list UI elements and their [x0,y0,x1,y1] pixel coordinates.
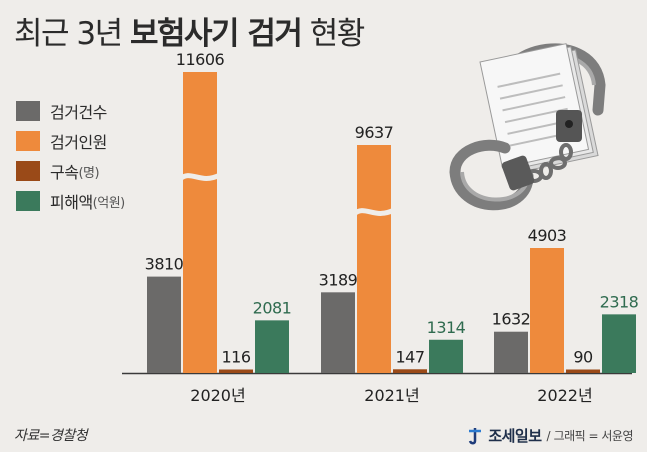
legend-swatch [16,101,40,121]
data-label: 11606 [176,50,225,69]
legend-unit: (명) [78,165,100,181]
data-label: 3189 [319,270,358,289]
bar-검거건수-2021년 [321,292,355,373]
data-label: 90 [573,348,593,367]
legend-item-arrests: 구속 (명) [16,160,125,182]
legend-label: 피해액 [50,193,93,212]
legend-swatch [16,131,40,151]
bar-구속(명)-2022년 [566,369,600,373]
bar-검거인원-2022년 [530,248,564,373]
data-label: 147 [395,347,424,366]
x-tick-label: 2022년 [537,386,592,405]
axis-break-mark [178,172,222,182]
title-bold: 보험사기 검거 [130,16,303,52]
title-prefix: 최근 3년 [14,16,130,52]
legend-unit: (억원) [92,195,126,211]
bar-검거건수-2020년 [147,276,181,373]
legend-item-damage: 피해액 (억원) [16,190,125,212]
x-tick-label: 2020년 [190,386,245,405]
legend-swatch [16,161,40,181]
graphic-credit: 그래픽 = 서윤영 [553,429,634,443]
bar-피해액(억원)-2022년 [602,314,636,373]
x-tick-label: 2021년 [364,386,419,405]
legend-label: 검거인원 [50,133,107,152]
data-label: 3810 [145,255,184,274]
bar-피해액(억원)-2020년 [255,320,289,373]
newspaper-logo-icon [469,427,482,444]
axis-break-mark [352,207,396,217]
data-label: 1314 [427,318,466,337]
bar-피해액(억원)-2021년 [429,339,463,373]
data-label: 1632 [492,310,531,329]
bar-검거건수-2022년 [494,331,528,373]
title-suffix: 현황 [301,16,366,52]
legend-item-cases: 검거건수 [16,100,125,122]
legend-label: 구속 [50,163,79,182]
credit-separator: / [546,428,551,443]
source-note: 자료=경찰청 [14,428,88,444]
credit: 조세일보 / 그래픽 = 서윤영 [466,425,634,446]
bar-검거인원-2020년 [183,72,217,373]
data-label: 9637 [355,123,394,142]
bar-구속(명)-2021년 [393,369,427,373]
legend-label: 검거건수 [50,103,107,122]
chart-title: 최근 3년 보험사기 검거 현황 [14,8,366,53]
data-label: 2318 [600,292,639,311]
newspaper-logo-text: 조세일보 [488,427,542,445]
legend-item-persons: 검거인원 [16,130,125,152]
data-label: 2081 [253,298,292,317]
data-label: 4903 [528,226,567,245]
bar-구속(명)-2020년 [219,369,253,373]
legend-swatch [16,191,40,211]
legend: 검거건수 검거인원 구속 (명) 피해액 (억원) [16,100,125,220]
bar-검거인원-2021년 [357,145,391,373]
data-label: 116 [221,348,250,367]
